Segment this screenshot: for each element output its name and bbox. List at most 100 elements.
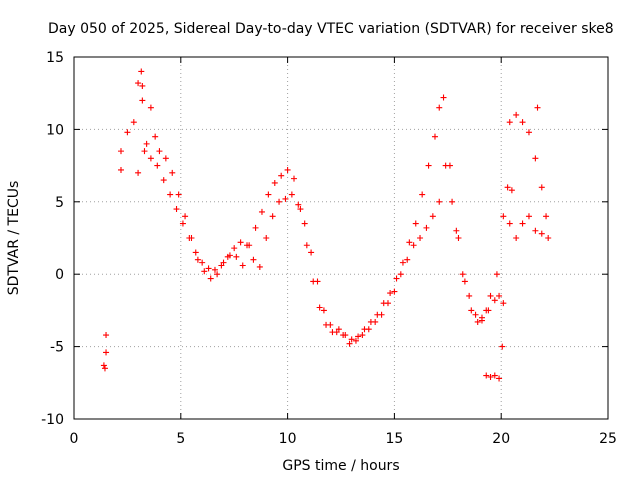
- plot-frame: [73, 56, 609, 420]
- data-point: [468, 307, 475, 314]
- x-axis-title: GPS time / hours: [282, 458, 399, 474]
- data-point: [101, 365, 108, 372]
- data-point: [231, 245, 238, 252]
- x-tick-label: 0: [70, 431, 79, 447]
- x-tick-label: 25: [599, 431, 617, 447]
- data-point: [194, 256, 201, 263]
- data-point: [543, 213, 550, 220]
- data-point: [143, 140, 150, 147]
- series-2: [135, 148, 552, 347]
- data-point: [340, 332, 347, 339]
- data-point: [506, 220, 513, 227]
- chart-title: Day 050 of 2025, Sidereal Day-to-day VTE…: [48, 21, 614, 37]
- data-point: [103, 332, 110, 339]
- data-point: [320, 307, 327, 314]
- data-point: [211, 266, 218, 273]
- data-point: [192, 249, 199, 256]
- data-point: [256, 263, 263, 270]
- data-point: [160, 177, 167, 184]
- data-point: [147, 155, 154, 162]
- data-point: [135, 169, 142, 176]
- data-point: [372, 318, 379, 325]
- data-point: [365, 326, 372, 333]
- data-point: [391, 288, 398, 295]
- data-point: [327, 321, 334, 328]
- y-tick-label: -10: [41, 412, 64, 428]
- data-point: [417, 235, 424, 241]
- data-point: [103, 349, 110, 356]
- data-point: [506, 119, 513, 126]
- data-point: [141, 148, 148, 155]
- data-point: [440, 94, 447, 101]
- series-1: [100, 80, 550, 369]
- data-point: [513, 235, 520, 241]
- data-point: [186, 235, 193, 241]
- data-point: [487, 374, 494, 381]
- data-point: [278, 172, 285, 179]
- data-point: [493, 271, 500, 278]
- data-point: [269, 213, 276, 220]
- data-point: [314, 278, 321, 285]
- data-point: [466, 292, 473, 299]
- data-point: [496, 292, 503, 299]
- data-point: [404, 256, 411, 263]
- data-point: [534, 104, 541, 111]
- data-point: [425, 162, 432, 169]
- data-point: [282, 195, 289, 202]
- x-tick-label: 15: [385, 431, 403, 447]
- data-point: [508, 187, 515, 194]
- data-point: [271, 179, 278, 186]
- data-point: [436, 198, 443, 205]
- data-point: [250, 256, 257, 263]
- data-point: [147, 104, 154, 111]
- data-point: [258, 208, 265, 215]
- data-point: [384, 300, 391, 307]
- data-point: [182, 213, 189, 220]
- data-point: [179, 220, 186, 227]
- data-point: [519, 220, 526, 227]
- data-point: [295, 201, 302, 208]
- data-point: [100, 362, 107, 369]
- data-point: [346, 340, 353, 347]
- data-point: [538, 184, 545, 191]
- data-point: [244, 242, 251, 249]
- grid-lines: [74, 57, 608, 419]
- data-point: [491, 297, 498, 304]
- data-point: [284, 166, 291, 173]
- data-point: [138, 68, 145, 75]
- data-point: [496, 375, 503, 382]
- data-point: [214, 271, 221, 278]
- data-point: [472, 311, 479, 318]
- data-point: [162, 155, 169, 162]
- data-point: [504, 184, 511, 191]
- data-point: [237, 239, 244, 246]
- data-point: [139, 82, 146, 89]
- data-point: [265, 191, 272, 198]
- data-point: [461, 278, 468, 285]
- data-point: [156, 148, 163, 155]
- data-point: [303, 242, 310, 249]
- data-point: [355, 333, 362, 340]
- data-point: [167, 191, 174, 198]
- data-point: [239, 262, 246, 269]
- y-tick-label: 5: [55, 195, 64, 211]
- y-tick-label: 10: [46, 122, 64, 138]
- data-point: [173, 206, 180, 213]
- data-point: [429, 213, 436, 220]
- data-point: [397, 271, 404, 278]
- x-axis-tick-labels: 0 5 10 15 20 25: [70, 431, 617, 447]
- data-point: [399, 259, 406, 266]
- data-point: [218, 262, 225, 269]
- y-tick-label: -5: [50, 340, 64, 356]
- data-point: [455, 235, 462, 241]
- data-point: [419, 191, 426, 198]
- data-point: [483, 372, 490, 379]
- data-point: [500, 300, 507, 307]
- data-point: [139, 97, 146, 104]
- data-point: [199, 259, 206, 266]
- data-point: [500, 213, 507, 220]
- data-point: [436, 104, 443, 111]
- data-point: [519, 119, 526, 126]
- data-point: [532, 155, 539, 162]
